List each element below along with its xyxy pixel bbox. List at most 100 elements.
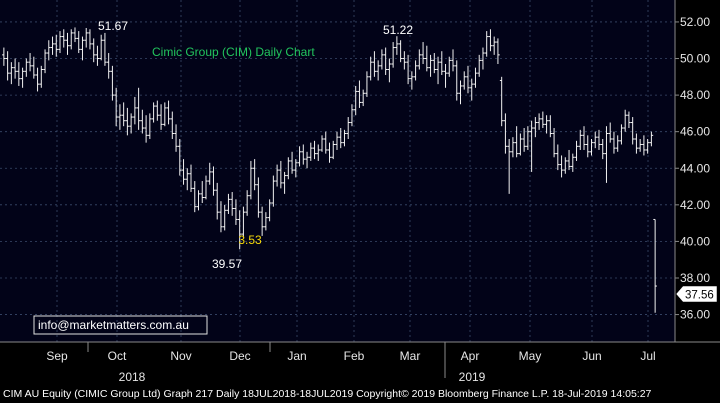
ohlc-bar: [234, 199, 238, 225]
ohlc-bar: [84, 27, 89, 48]
ohlc-bar: [488, 29, 493, 52]
ohlc-bar: [518, 133, 523, 156]
ohlc-bar: [192, 181, 197, 213]
ohlc-bar: [196, 190, 201, 211]
ohlc-bar: [69, 29, 74, 50]
y-tick-label: 36.00: [680, 308, 710, 322]
ohlc-bar: [91, 38, 96, 63]
ohlc-bar: [316, 144, 321, 161]
ohlc-bar: [653, 218, 657, 313]
ohlc-bar: [634, 133, 639, 154]
ohlc-bar: [578, 129, 583, 150]
ohlc-bar: [125, 107, 130, 136]
ohlc-bar: [215, 182, 220, 220]
ohlc-bar: [361, 89, 365, 107]
ohlc-bar: [118, 104, 122, 130]
ohlc-bar: [383, 47, 388, 75]
ohlc-bar: [323, 131, 328, 154]
ohlc-bar: [454, 60, 459, 101]
ohlc-bar: [136, 87, 141, 130]
ohlc-bar: [503, 113, 508, 154]
ohlc-bar: [148, 113, 152, 139]
ohlc-bar: [638, 138, 642, 152]
ohlc-bar: [533, 117, 538, 138]
ohlc-bar: [570, 153, 575, 172]
ohlc-bar: [608, 122, 613, 143]
ohlc-bar: [597, 129, 601, 150]
ohlc-bar: [230, 192, 234, 216]
ohlc-bar: [642, 135, 646, 156]
ohlc-bar: [537, 113, 541, 130]
ohlc-bar: [177, 138, 182, 176]
ohlc-bar: [436, 56, 440, 85]
x-tick-label: May: [519, 349, 542, 363]
ohlc-bar: [600, 138, 605, 160]
ohlc-bar: [54, 34, 59, 57]
ohlc-bar: [593, 131, 598, 149]
ohlc-bar: [499, 76, 504, 127]
ohlc-bar: [80, 36, 85, 61]
ohlc-bar: [458, 80, 463, 105]
watermark-text: info@marketmatters.com.au: [38, 318, 189, 332]
ohlc-bar: [522, 128, 526, 152]
y-tick-label: 40.00: [680, 234, 710, 248]
ohlc-bar: [544, 115, 549, 134]
ohlc-bar: [163, 102, 167, 127]
ohlc-bar: [241, 206, 246, 238]
annotations: 51.67 51.22 3.53 39.57: [98, 19, 413, 271]
ohlc-bar: [428, 54, 433, 77]
ohlc-bar: [61, 29, 66, 48]
ohlc-bar: [413, 60, 418, 81]
ohlc-bar: [514, 126, 519, 158]
ohlc-bar: [207, 162, 212, 185]
ohlc-bar: [189, 164, 193, 193]
last-price-label: 37.56: [685, 290, 714, 302]
watermark-box: info@marketmatters.com.au: [33, 315, 208, 335]
ohlc-bar: [507, 138, 511, 194]
ohlc-bar: [582, 126, 586, 150]
ohlc-bar: [28, 53, 32, 72]
ohlc-bar: [267, 199, 272, 222]
ohlc-bar: [301, 144, 306, 165]
ohlc-bar: [391, 42, 395, 68]
x-axis: Sep Oct Nov Dec Jan Feb Mar Apr May Jun Jul 2018 201…: [0, 341, 720, 384]
ohlc-bar: [181, 159, 186, 185]
ohlc-bar: [526, 126, 530, 150]
y-tick-label: 38.00: [680, 271, 710, 285]
ohlc-bar: [619, 124, 624, 145]
ohlc-bar: [129, 113, 133, 134]
ohlc-bar: [421, 42, 425, 65]
ohlc-bar: [159, 104, 163, 130]
ohlc-bar: [604, 126, 609, 183]
ohlc-bar: [357, 80, 362, 108]
ohlc-bar: [264, 212, 268, 231]
year-label: 2019: [459, 370, 486, 384]
ohlc-bar: [50, 36, 55, 55]
price-annotation: 39.57: [212, 257, 242, 271]
x-tick-label: Apr: [461, 349, 480, 363]
ohlc-bar: [447, 56, 452, 77]
ohlc-bar: [219, 201, 223, 233]
ohlc-bar: [185, 168, 190, 191]
ohlc-bar: [563, 157, 568, 174]
x-tick-label: Dec: [229, 349, 250, 363]
ohlc-bar: [24, 58, 29, 77]
ohlc-bar: [13, 58, 17, 79]
ohlc-bar: [627, 111, 631, 129]
y-axis: 52.00 50.00 48.00 46.00 44.00 42.00 40.00 38.00…: [674, 0, 710, 342]
ohlc-bar: [484, 31, 489, 57]
ohlc-bar: [5, 51, 10, 81]
ohlc-bar: [174, 124, 178, 152]
ohlc-bar: [630, 117, 635, 145]
ohlc-bar: [155, 100, 160, 121]
ohlc-bar: [249, 160, 253, 200]
x-tick-label: Jul: [640, 349, 655, 363]
ohlc-bar: [481, 47, 485, 70]
ohlc-bar: [20, 67, 25, 88]
ohlc-bar: [308, 142, 313, 161]
year-label: 2018: [119, 370, 146, 384]
ohlc-bar: [496, 38, 500, 65]
x-tick-label: Feb: [344, 349, 365, 363]
ohlc-bar: [331, 140, 336, 160]
